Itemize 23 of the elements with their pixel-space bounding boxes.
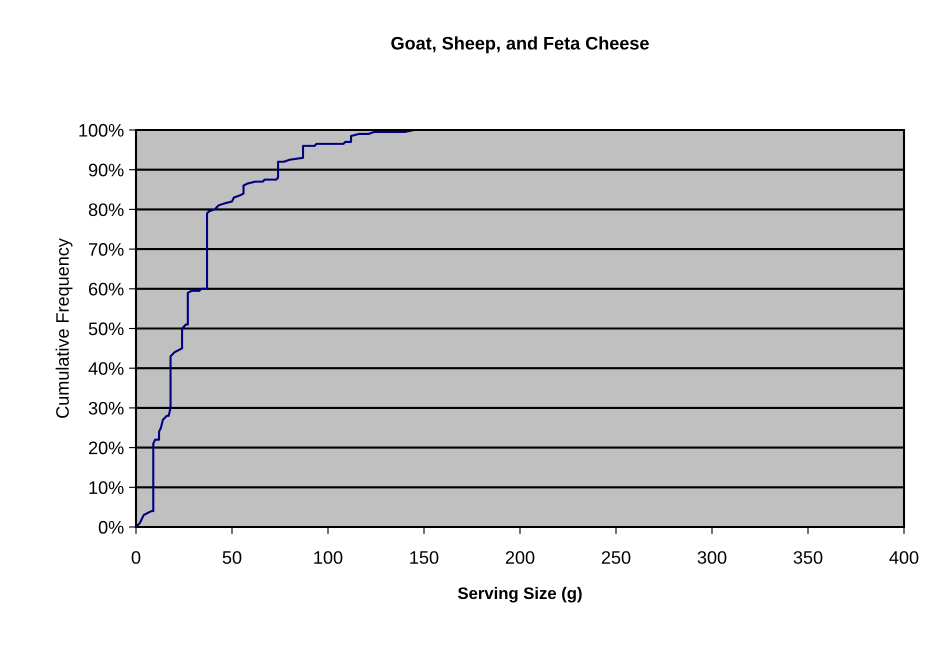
x-tick-label: 0 [132, 551, 140, 564]
y-tick-label: 60% [88, 282, 124, 296]
y-tick-label: 20% [88, 442, 124, 454]
x-tick-label: 400 [889, 551, 918, 564]
x-tick-label: 250 [602, 551, 630, 564]
x-tick-label: 50 [222, 551, 242, 564]
y-tick-label: 0% [98, 520, 124, 534]
x-tick-label: 150 [410, 551, 438, 564]
y-tick-label: 40% [88, 362, 124, 375]
y-tick-label: 30% [88, 402, 124, 415]
x-tick-label: 350 [794, 551, 822, 564]
chart-title: Goat, Sheep, and Feta Cheese [391, 36, 649, 54]
y-tick-label: 50% [88, 322, 124, 336]
y-axis-title: Cumulative Frequency [56, 238, 72, 418]
y-tick-label: 80% [88, 203, 124, 216]
y-tick-label: 70% [88, 243, 124, 256]
x-axis-title: Serving Size (g) [458, 586, 582, 602]
y-tick-label: 100% [79, 124, 124, 137]
y-tick-label: 10% [89, 481, 124, 494]
y-tick-label: 90% [88, 164, 124, 176]
x-tick-label: 200 [506, 551, 534, 564]
x-tick-label: 300 [698, 551, 726, 564]
x-tick-label: 100 [314, 551, 342, 564]
